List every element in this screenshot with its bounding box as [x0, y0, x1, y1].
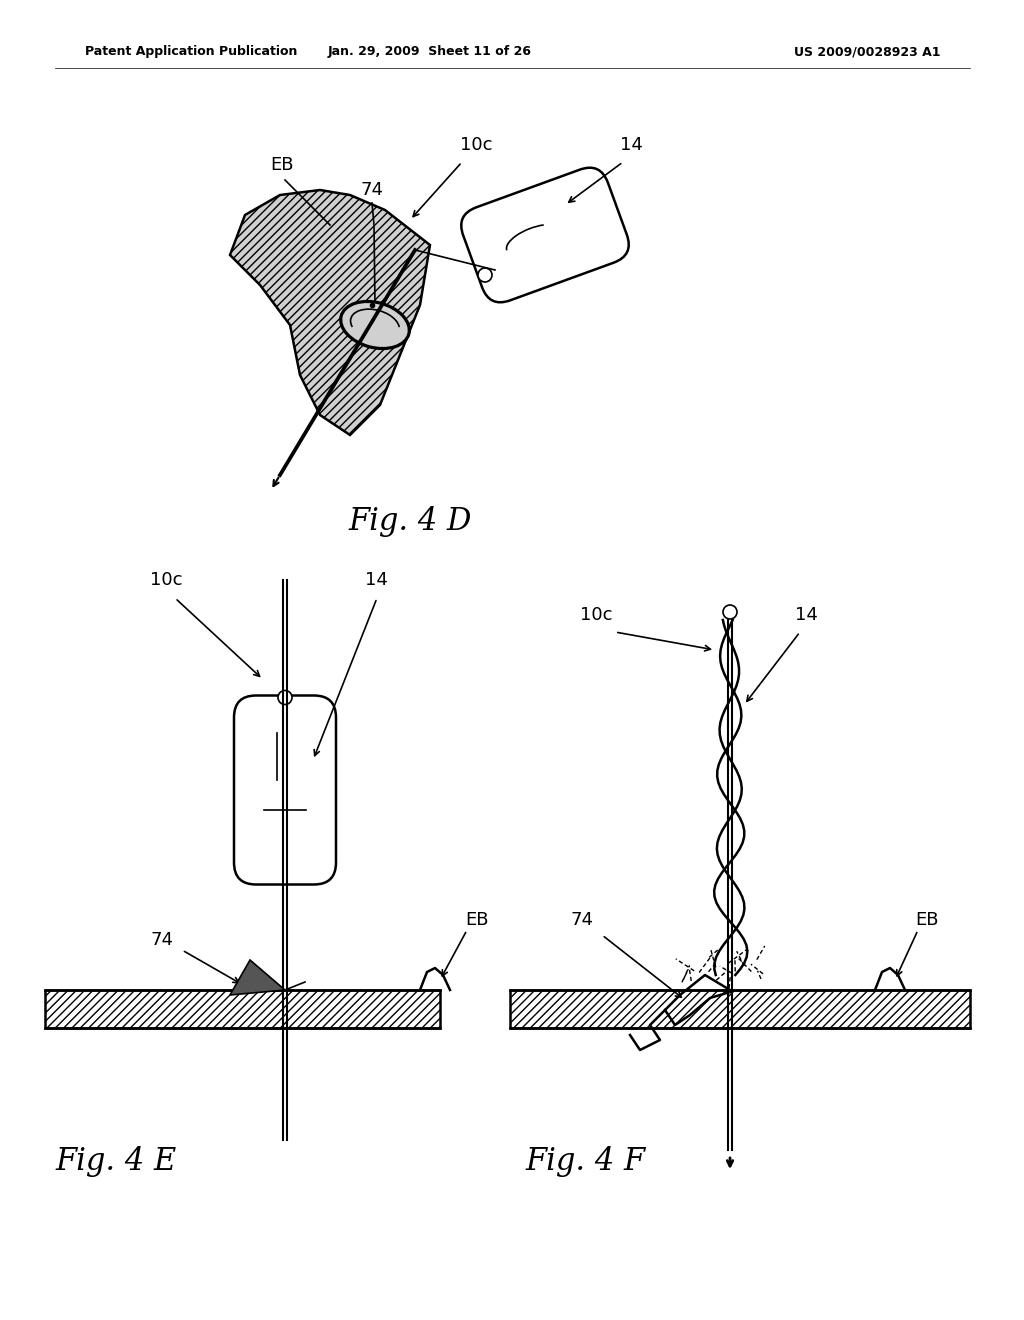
Text: 14: 14 — [795, 606, 818, 624]
Text: Fig. 4 E: Fig. 4 E — [55, 1146, 176, 1177]
Text: 14: 14 — [620, 136, 643, 154]
Text: 10c: 10c — [460, 136, 493, 154]
Circle shape — [278, 690, 292, 705]
Text: Jan. 29, 2009  Sheet 11 of 26: Jan. 29, 2009 Sheet 11 of 26 — [328, 45, 532, 58]
Text: 14: 14 — [365, 572, 388, 589]
Polygon shape — [510, 990, 970, 1028]
FancyBboxPatch shape — [234, 696, 336, 884]
FancyBboxPatch shape — [461, 168, 629, 302]
Text: 74: 74 — [360, 181, 383, 199]
Text: 10c: 10c — [150, 572, 182, 589]
Text: EB: EB — [270, 156, 294, 174]
Circle shape — [478, 268, 492, 282]
Text: 74: 74 — [570, 911, 593, 929]
Text: US 2009/0028923 A1: US 2009/0028923 A1 — [794, 45, 940, 58]
Circle shape — [723, 605, 737, 619]
Text: Patent Application Publication: Patent Application Publication — [85, 45, 297, 58]
Text: Fig. 4 D: Fig. 4 D — [348, 506, 472, 537]
Polygon shape — [45, 990, 440, 1028]
Text: EB: EB — [465, 911, 488, 929]
Ellipse shape — [341, 301, 410, 348]
Text: EB: EB — [915, 911, 939, 929]
Text: 10c: 10c — [580, 606, 612, 624]
Polygon shape — [230, 960, 285, 995]
Polygon shape — [230, 190, 430, 436]
Text: 74: 74 — [150, 931, 173, 949]
Text: Fig. 4 F: Fig. 4 F — [525, 1146, 645, 1177]
